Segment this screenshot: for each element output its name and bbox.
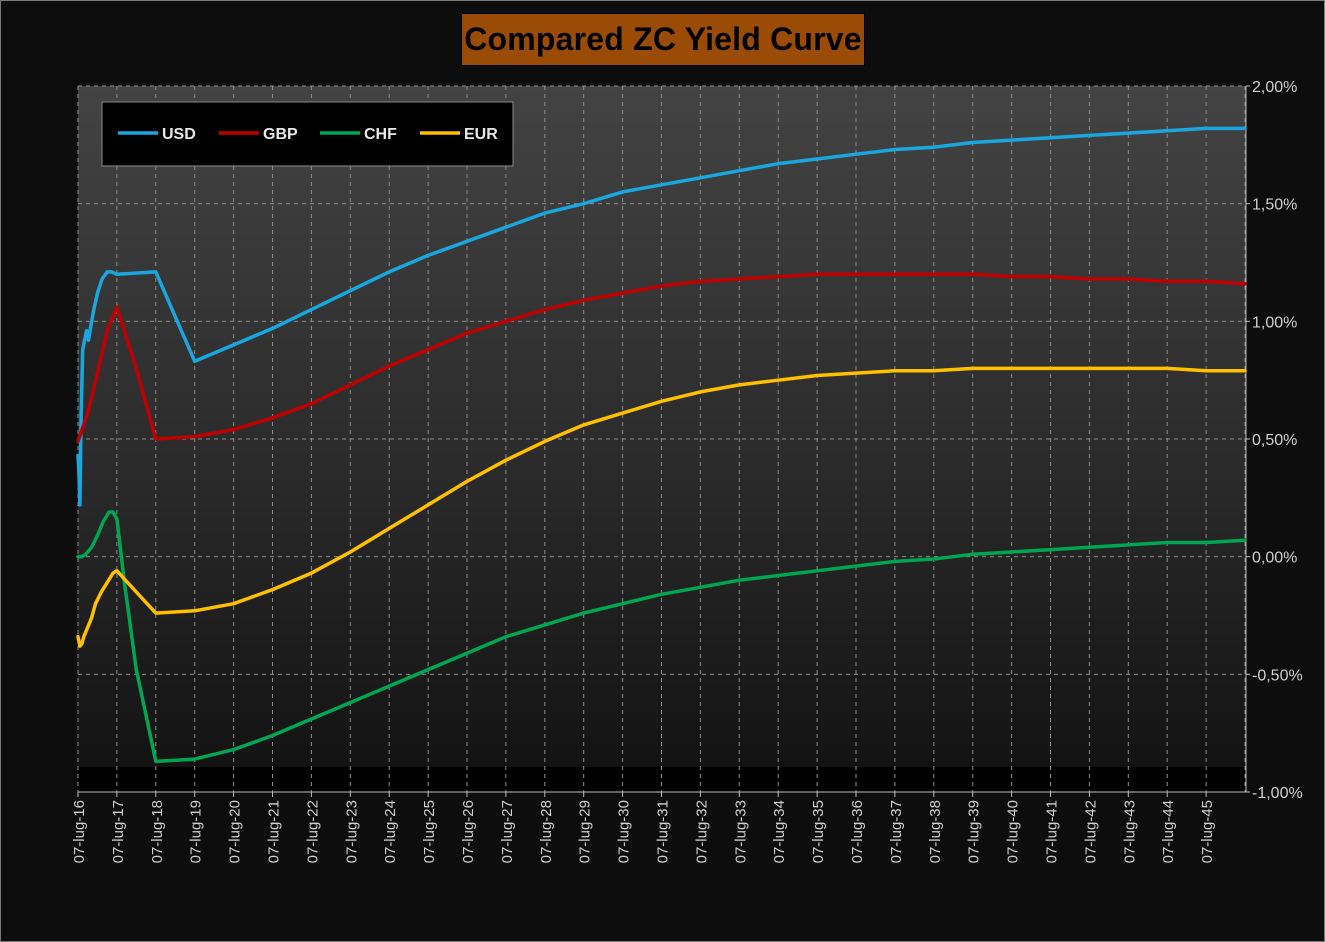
y-tick-label: 2,00% bbox=[1252, 79, 1297, 96]
x-tick-label: 07-lug-26 bbox=[460, 800, 477, 863]
x-tick-label: 07-lug-24 bbox=[382, 800, 399, 863]
x-tick-label: 07-lug-22 bbox=[304, 800, 321, 863]
legend-label-eur: EUR bbox=[464, 126, 498, 143]
x-tick-label: 07-lug-21 bbox=[266, 800, 283, 863]
legend: USD GBP CHF EUR bbox=[101, 101, 514, 167]
x-tick-label: 07-lug-43 bbox=[1121, 800, 1138, 863]
legend-label-usd: USD bbox=[162, 126, 196, 143]
y-tick-label: 0,50% bbox=[1252, 432, 1297, 449]
x-tick-label: 07-lug-45 bbox=[1199, 800, 1216, 863]
grid-layer bbox=[77, 85, 1246, 793]
x-tick-label: 07-lug-18 bbox=[149, 800, 166, 863]
x-tick-label: 07-lug-35 bbox=[810, 800, 827, 863]
y-tick-label: -0,50% bbox=[1252, 667, 1303, 684]
series-layer bbox=[76, 126, 1247, 764]
x-tick-label: 07-lug-32 bbox=[693, 800, 710, 863]
chart-title: Compared ZC Yield Curve bbox=[464, 21, 862, 57]
x-tick-label: 07-lug-42 bbox=[1082, 800, 1099, 863]
series-line-chf bbox=[76, 510, 1247, 764]
x-tick-label: 07-lug-30 bbox=[616, 800, 633, 863]
series-line-gbp bbox=[76, 272, 1247, 444]
legend-label-gbp: GBP bbox=[263, 126, 298, 143]
x-tick-label: 07-lug-33 bbox=[732, 800, 749, 863]
x-tick-label: 07-lug-16 bbox=[71, 800, 88, 863]
x-tick-label: 07-lug-27 bbox=[499, 800, 516, 863]
legend-label-chf: CHF bbox=[364, 126, 397, 143]
axis-layer: 2,00% 1,50% 1,00% 0,50% 0,00% -0,50% -1,00% 07-… bbox=[71, 79, 1303, 863]
y-tick-label: 1,50% bbox=[1252, 197, 1297, 214]
x-tick-label: 07-lug-29 bbox=[577, 800, 594, 863]
x-tick-label: 07-lug-36 bbox=[849, 800, 866, 863]
x-tick-label: 07-lug-38 bbox=[927, 800, 944, 863]
x-tick-label: 07-lug-37 bbox=[888, 800, 905, 863]
y-tick-label: -1,00% bbox=[1252, 785, 1303, 802]
x-tick-label: 07-lug-25 bbox=[421, 800, 438, 863]
y-tick-label: 0,00% bbox=[1252, 550, 1297, 567]
plot-bottom-band bbox=[78, 767, 1246, 792]
series-line-eur bbox=[76, 366, 1247, 648]
x-tick-label: 07-lug-39 bbox=[966, 800, 983, 863]
series-line-usd bbox=[76, 126, 1247, 507]
x-tick-label: 07-lug-23 bbox=[343, 800, 360, 863]
y-tick-label: 1,00% bbox=[1252, 314, 1297, 331]
x-tick-label: 07-lug-19 bbox=[188, 800, 205, 863]
x-tick-label: 07-lug-41 bbox=[1044, 800, 1061, 863]
x-tick-label: 07-lug-17 bbox=[110, 800, 127, 863]
chart-title-box: Compared ZC Yield Curve bbox=[461, 13, 865, 66]
x-tick-label: 07-lug-31 bbox=[655, 800, 672, 863]
x-tick-label: 07-lug-34 bbox=[771, 800, 788, 863]
x-tick-label: 07-lug-20 bbox=[227, 800, 244, 863]
x-tick-label: 07-lug-44 bbox=[1160, 800, 1177, 863]
x-tick-label: 07-lug-40 bbox=[1005, 800, 1022, 863]
x-tick-label: 07-lug-28 bbox=[538, 800, 555, 863]
